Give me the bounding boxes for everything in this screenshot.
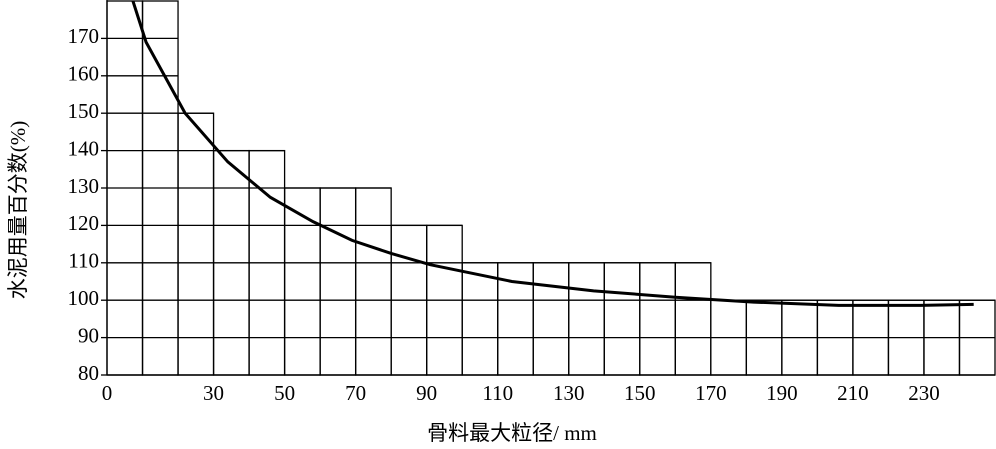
step-column: [568, 262, 605, 376]
step-column: [674, 262, 712, 376]
step-column: [354, 187, 392, 376]
x-tick-label: 170: [695, 381, 727, 405]
y-tick-label: 160: [68, 62, 100, 86]
x-tick-label: 190: [766, 381, 798, 405]
step-column: [603, 262, 641, 376]
y-axis-title: 水泥用量百分数(%): [6, 121, 30, 299]
y-tick-label: 150: [68, 99, 100, 123]
step-column: [532, 262, 570, 376]
x-tick-label: 70: [345, 381, 366, 405]
y-tick-label: 140: [68, 136, 100, 160]
x-tick-label: 230: [908, 381, 940, 405]
step-column: [639, 262, 676, 376]
x-tick-label: 90: [416, 381, 437, 405]
x-tick-label: 110: [482, 381, 513, 405]
y-tick-label: 100: [68, 286, 100, 310]
y-tick-label: 130: [68, 174, 100, 198]
y-tick-label: 110: [68, 249, 99, 273]
x-tick-label: 150: [624, 381, 656, 405]
y-tick-label: 170: [68, 24, 100, 48]
x-tick-label: 0: [102, 381, 113, 405]
y-tick-label: 90: [78, 323, 99, 347]
step-column: [177, 112, 215, 376]
x-tick-label: 210: [837, 381, 869, 405]
step-column: [319, 187, 357, 376]
y-tick-label: 80: [78, 361, 99, 385]
x-tick-label: 30: [203, 381, 224, 405]
x-axis-title: 骨料最大粒径/ mm: [427, 421, 597, 445]
x-tick-label: 50: [274, 381, 295, 405]
step-column: [461, 262, 499, 376]
curve: [131, 0, 974, 307]
x-tick-label: 130: [553, 381, 585, 405]
y-tick-label: 120: [68, 211, 100, 235]
